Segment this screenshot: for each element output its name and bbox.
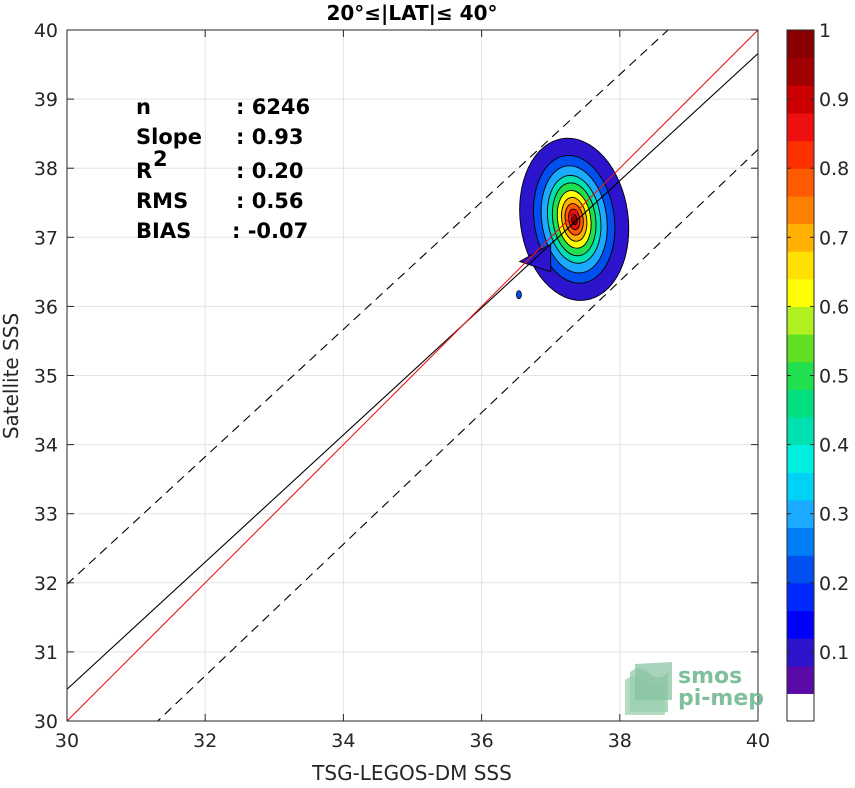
stat-r2-label: R <box>136 159 152 183</box>
colorbar-segment <box>787 112 814 142</box>
x-tick-label: 32 <box>193 730 217 752</box>
smos-pi-mep-logo: smos pi-mep <box>625 662 764 715</box>
x-tick-label: 36 <box>470 730 494 752</box>
colorbar-segment <box>787 278 814 307</box>
colorbar-segment <box>787 168 814 197</box>
colorbar-segment <box>787 334 814 363</box>
x-tick-label: 30 <box>55 730 79 752</box>
colorbar-segment <box>787 638 814 667</box>
colorbar-segment <box>787 582 814 612</box>
lower-error-dashed-line <box>156 149 758 721</box>
colorbar-tick-label: 0.5 <box>819 366 849 388</box>
colorbar-segment <box>787 195 814 225</box>
y-tick-label: 30 <box>34 711 58 733</box>
stat-bias-value: : -0.07 <box>232 219 308 243</box>
colorbar-segment <box>787 665 814 694</box>
colorbar-segment <box>787 444 814 473</box>
colorbar-segment <box>787 693 814 722</box>
colorbar-segment <box>787 361 814 390</box>
y-tick-label: 34 <box>34 435 58 457</box>
colorbar-tick-label: 0.4 <box>819 435 849 457</box>
y-tick-label: 39 <box>34 89 58 111</box>
stat-n-value: : 6246 <box>236 95 310 119</box>
colorbar-tick-label: 0.8 <box>819 158 849 180</box>
logo-wave-icon <box>625 662 672 715</box>
colorbar-tick-label: 1 <box>819 20 831 42</box>
colorbar-ticks: 0.1 0.2 0.3 0.4 0.5 0.6 0.7 0.8 0.9 1 <box>787 20 849 664</box>
colorbar-tick-label: 0.6 <box>819 296 849 318</box>
logo-text-smos: smos <box>678 664 742 689</box>
stat-rms-label: RMS <box>136 189 188 213</box>
density-contours <box>516 137 630 301</box>
colorbar-segment <box>787 416 814 446</box>
stat-n-label: n <box>136 95 151 119</box>
x-tick-label: 40 <box>746 730 770 752</box>
y-tick-label: 37 <box>34 227 58 249</box>
colorbar-segment <box>787 389 814 418</box>
y-axis-ticks: 30 31 32 33 34 35 36 37 38 39 40 <box>34 20 758 733</box>
x-tick-label: 34 <box>331 730 355 752</box>
density-contour-blob <box>516 290 522 300</box>
colorbar-segment <box>787 85 814 114</box>
colorbar-tick-label: 0.1 <box>819 642 849 664</box>
y-tick-label: 31 <box>34 642 58 664</box>
colorbar-segment <box>787 306 814 335</box>
stat-r2-superscript: 2 <box>153 147 168 171</box>
upper-error-dashed-line <box>67 30 669 585</box>
colorbar-tick-label: 0.9 <box>819 89 849 111</box>
colorbar-segment <box>787 140 814 169</box>
colorbar-segment <box>787 499 814 529</box>
one-to-one-line <box>67 30 758 721</box>
stat-r2-value: : 0.20 <box>236 159 304 183</box>
colorbar-segment <box>787 30 814 59</box>
stat-bias-label: BIAS <box>136 219 191 243</box>
y-tick-label: 40 <box>34 20 58 42</box>
colorbar-segment <box>787 251 814 280</box>
x-axis-label: TSG-LEGOS-DM SSS <box>311 761 512 784</box>
logo-text-pi-mep: pi-mep <box>678 686 764 711</box>
y-axis-label: Satellite SSS <box>0 313 23 439</box>
colorbar-tick-label: 0.7 <box>819 227 849 249</box>
colorbar-segment <box>787 610 814 639</box>
chart-title: 20°≤|LAT|≤ 40° <box>326 1 497 25</box>
x-axis-ticks: 30 32 34 36 38 40 <box>55 30 770 752</box>
reference-lines <box>67 30 758 721</box>
stats-box: n : 6246 Slope : 0.93 R 2 : 0.20 RMS : 0… <box>136 95 310 243</box>
colorbar-segment <box>787 57 814 86</box>
colorbar-tick-label: 0.3 <box>819 504 849 526</box>
y-tick-label: 35 <box>34 366 58 388</box>
y-tick-label: 33 <box>34 504 58 526</box>
colorbar-segment <box>787 527 814 556</box>
colorbar-tick-label: 0.2 <box>819 573 849 595</box>
y-tick-label: 32 <box>34 573 58 595</box>
stat-rms-value: : 0.56 <box>236 189 304 213</box>
y-tick-label: 36 <box>34 296 58 318</box>
colorbar-segment <box>787 472 814 501</box>
colorbar-segment <box>787 223 814 252</box>
colorbar <box>787 30 814 722</box>
regression-fit-line <box>67 53 758 690</box>
stat-slope-value: : 0.93 <box>236 125 304 149</box>
colorbar-segment <box>787 555 814 584</box>
x-tick-label: 38 <box>608 730 632 752</box>
stat-slope-label: Slope <box>136 125 202 149</box>
y-tick-label: 38 <box>34 158 58 180</box>
